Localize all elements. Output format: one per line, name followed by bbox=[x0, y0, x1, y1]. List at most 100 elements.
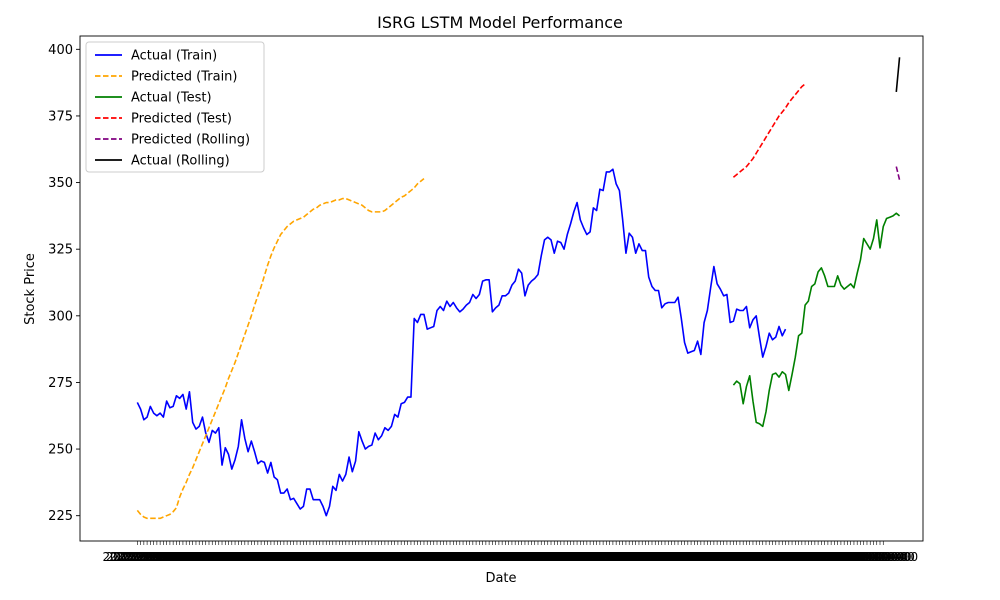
x-tick-label: 2023-10-00 bbox=[187, 550, 257, 564]
x-tick-label: 2023-10-00 bbox=[526, 550, 596, 564]
x-tick-label: 2023-10-00 bbox=[712, 550, 782, 564]
x-tick-label: 2023-10-00 bbox=[598, 550, 668, 564]
x-tick-label: 2023-10-00 bbox=[767, 550, 837, 564]
x-tick-label: 2023-10-00 bbox=[702, 550, 772, 564]
legend-frame bbox=[85, 41, 265, 173]
x-tick-label: 2023-10-00 bbox=[692, 550, 762, 564]
x-tick-label: 2023-10-00 bbox=[562, 550, 632, 564]
x-tick-label: 2023-10-00 bbox=[689, 550, 759, 564]
x-tick-label: 2023-10-00 bbox=[572, 550, 642, 564]
x-tick-label: 2023-10-00 bbox=[627, 550, 697, 564]
x-tick-label: 2023-10-00 bbox=[308, 550, 378, 564]
x-tick-label: 2023-10-00 bbox=[816, 550, 886, 564]
x-tick-label: 2023-10-00 bbox=[819, 550, 889, 564]
y-tick-label: 400 bbox=[48, 43, 73, 58]
x-tick-label: 2023-10-00 bbox=[246, 550, 316, 564]
x-tick-label: 2023-10-00 bbox=[435, 550, 505, 564]
x-tick-label: 2023-10-00 bbox=[741, 550, 811, 564]
x-tick-label: 2023-10-00 bbox=[444, 550, 514, 564]
x-tick-label: 2023-10-00 bbox=[164, 550, 234, 564]
legend-label: Actual (Train) bbox=[131, 49, 217, 64]
x-tick-label: 2023-10-00 bbox=[796, 550, 866, 564]
y-axis: 225 250 275 300 325 350 375 400 bbox=[48, 43, 80, 524]
x-tick-label: 2023-10-00 bbox=[119, 550, 189, 564]
x-axis: 2023-10-002023-10-002023-10-002023-10-00… bbox=[102, 541, 918, 564]
x-tick-label: 2023-10-00 bbox=[708, 550, 778, 564]
y-tick-label: 250 bbox=[48, 443, 73, 458]
x-tick-label: 2023-10-00 bbox=[539, 550, 609, 564]
x-tick-label: 2023-10-00 bbox=[171, 550, 241, 564]
x-tick-label: 2023-10-00 bbox=[728, 550, 798, 564]
x-tick-label: 2023-10-00 bbox=[350, 550, 420, 564]
x-tick-label: 2023-10-00 bbox=[373, 550, 443, 564]
x-tick-label: 2023-10-00 bbox=[145, 550, 215, 564]
x-tick-label: 2023-10-00 bbox=[519, 550, 589, 564]
x-tick-label: 2023-10-00 bbox=[764, 550, 834, 564]
x-tick-label: 2023-10-00 bbox=[233, 550, 303, 564]
x-tick-label: 2023-10-00 bbox=[624, 550, 694, 564]
x-tick-label: 2023-10-00 bbox=[672, 550, 742, 564]
x-tick-label: 2023-10-00 bbox=[757, 550, 827, 564]
x-tick-label: 2023-10-00 bbox=[575, 550, 645, 564]
x-tick-label: 2023-10-00 bbox=[490, 550, 560, 564]
x-tick-label: 2023-10-00 bbox=[630, 550, 700, 564]
x-tick-label: 2023-10-00 bbox=[386, 550, 456, 564]
y-tick-label: 325 bbox=[48, 243, 73, 258]
x-tick-label: 2023-10-00 bbox=[480, 550, 550, 564]
x-tick-label: 2023-10-00 bbox=[259, 550, 329, 564]
x-tick-label: 2023-10-00 bbox=[311, 550, 381, 564]
x-tick-label: 2023-10-00 bbox=[112, 550, 182, 564]
y-tick-label: 375 bbox=[48, 109, 73, 124]
x-tick-label: 2023-10-00 bbox=[347, 550, 417, 564]
x-tick-label: 2023-10-00 bbox=[409, 550, 479, 564]
x-tick-label: 2023-10-00 bbox=[760, 550, 830, 564]
x-tick-label: 2023-10-00 bbox=[786, 550, 856, 564]
x-tick-label: 2023-10-00 bbox=[725, 550, 795, 564]
x-tick-label: 2023-10-00 bbox=[402, 550, 472, 564]
x-tick-label: 2023-10-00 bbox=[484, 550, 554, 564]
x-tick-label: 2023-10-00 bbox=[813, 550, 883, 564]
x-tick-label: 2023-10-00 bbox=[549, 550, 619, 564]
y-tick-label: 225 bbox=[48, 509, 73, 524]
x-tick-label: 2023-10-00 bbox=[262, 550, 332, 564]
x-tick-label: 2023-10-00 bbox=[686, 550, 756, 564]
x-tick-label: 2023-10-00 bbox=[275, 550, 345, 564]
x-tick-label: 2023-10-00 bbox=[617, 550, 687, 564]
legend: Actual (Train) Predicted (Train) Actual (T… bbox=[85, 41, 265, 173]
x-tick-label: 2023-10-00 bbox=[676, 550, 746, 564]
x-tick-label: 2023-10-00 bbox=[132, 550, 202, 564]
y-axis-label: Stock Price bbox=[23, 253, 38, 325]
x-tick-label: 2023-10-00 bbox=[161, 550, 231, 564]
x-tick-label: 2023-10-00 bbox=[770, 550, 840, 564]
x-tick-label: 2023-10-00 bbox=[379, 550, 449, 564]
x-tick-label: 2023-10-00 bbox=[285, 550, 355, 564]
x-tick-label: 2023-10-00 bbox=[467, 550, 537, 564]
x-tick-label: 2023-10-00 bbox=[800, 550, 870, 564]
x-tick-label: 2023-10-00 bbox=[793, 550, 863, 564]
x-tick-label: 2023-10-00 bbox=[197, 550, 267, 564]
x-tick-label: 2023-10-00 bbox=[682, 550, 752, 564]
x-tick-label: 2023-10-00 bbox=[334, 550, 404, 564]
x-tick-label: 2023-10-00 bbox=[151, 550, 221, 564]
x-tick-label: 2023-10-00 bbox=[360, 550, 430, 564]
x-tick-label: 2023-10-00 bbox=[451, 550, 521, 564]
x-tick-label: 2023-10-00 bbox=[184, 550, 254, 564]
x-tick-label: 2023-10-00 bbox=[278, 550, 348, 564]
x-tick-label: 2023-10-00 bbox=[822, 550, 892, 564]
x-tick-label: 2023-10-00 bbox=[229, 550, 299, 564]
x-tick-label: 2023-10-00 bbox=[252, 550, 322, 564]
x-tick-label: 2023-10-00 bbox=[418, 550, 488, 564]
x-tick-label: 2023-10-00 bbox=[506, 550, 576, 564]
x-tick-label: 2023-10-00 bbox=[545, 550, 615, 564]
x-tick-label: 2023-10-00 bbox=[839, 550, 909, 564]
x-tick-label: 2023-10-00 bbox=[585, 550, 655, 564]
x-tick-label: 2023-10-00 bbox=[611, 550, 681, 564]
legend-label: Predicted (Rolling) bbox=[131, 133, 250, 148]
x-tick-label: 2023-10-00 bbox=[148, 550, 218, 564]
x-tick-label: 2023-10-00 bbox=[357, 550, 427, 564]
x-tick-label: 2023-10-00 bbox=[265, 550, 335, 564]
x-tick-label: 2023-10-00 bbox=[353, 550, 423, 564]
x-tick-label: 2023-10-00 bbox=[155, 550, 225, 564]
x-tick-label: 2023-10-00 bbox=[497, 550, 567, 564]
x-tick-label: 2023-10-00 bbox=[174, 550, 244, 564]
